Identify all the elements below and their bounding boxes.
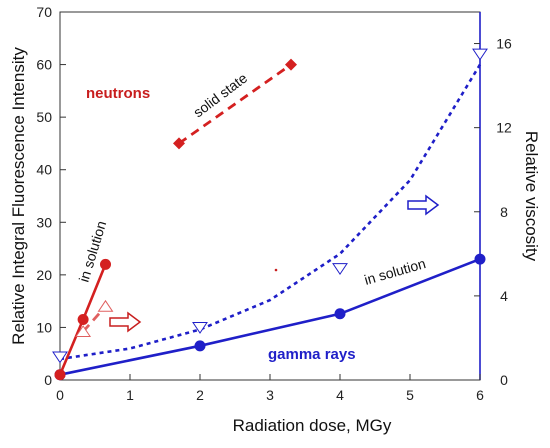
y2-tick-label: 0 [500, 372, 508, 388]
x-tick-label: 6 [476, 387, 484, 403]
data-point [173, 137, 185, 150]
data-point [474, 253, 486, 265]
series-line [178, 63, 292, 145]
data-point [75, 325, 92, 338]
data-point [472, 48, 488, 61]
y2-axis-title: Relative viscosity [522, 131, 541, 262]
right-axis-ticks: 0 4 8 12 16 [474, 36, 512, 388]
x-tick-label: 5 [406, 387, 414, 403]
data-point [285, 58, 297, 71]
y-tick-label: 10 [36, 319, 52, 335]
bottom-axis-ticks: 0 1 2 3 4 5 6 [56, 374, 484, 403]
series-line [59, 257, 481, 376]
y-tick-label: 0 [44, 372, 52, 388]
data-point [97, 299, 114, 312]
x-tick-label: 1 [126, 387, 134, 403]
x-tick-label: 0 [56, 387, 64, 403]
stray-dot [274, 268, 278, 272]
y2-tick-label: 4 [500, 288, 508, 304]
right-arrow-icon-neutrons [109, 311, 142, 333]
series-group [54, 258, 111, 381]
y-tick-label: 50 [36, 109, 52, 125]
data-point [100, 258, 111, 270]
y-tick-label: 20 [36, 267, 52, 283]
y2-tick-label: 8 [500, 204, 508, 220]
y-axis-title: Relative Integral Fluorescence Intensity [9, 47, 28, 345]
data-point [52, 351, 68, 364]
data-point [77, 314, 89, 326]
y2-tick-label: 16 [496, 36, 512, 52]
x-tick-label: 2 [196, 387, 204, 403]
series-group [75, 299, 114, 338]
y-tick-label: 60 [36, 57, 52, 73]
data-point [334, 308, 346, 320]
data-point [192, 322, 208, 334]
y-tick-label: 30 [36, 214, 52, 230]
annotation-in-solution-neutrons: in solution [76, 219, 110, 284]
data-point [332, 263, 348, 276]
annotation-neutrons: neutrons [86, 85, 150, 102]
series-group [52, 48, 488, 364]
y-tick-label: 40 [36, 162, 52, 178]
series-line [82, 305, 107, 333]
series-fit-line [59, 63, 482, 361]
y2-tick-label: 12 [496, 120, 512, 136]
series-layer [52, 48, 488, 381]
y-tick-label: 70 [36, 4, 52, 20]
left-axis-ticks: 0 10 20 30 40 50 60 70 [36, 4, 66, 388]
data-point [194, 340, 206, 352]
x-axis-title: Radiation dose, MGy [233, 416, 392, 435]
right-arrow-icon-gamma [407, 194, 440, 216]
data-point [54, 369, 66, 381]
x-tick-label: 3 [266, 387, 274, 403]
x-tick-label: 4 [336, 387, 344, 403]
annotation-gamma-rays: gamma rays [268, 346, 356, 363]
series-group [173, 58, 297, 150]
